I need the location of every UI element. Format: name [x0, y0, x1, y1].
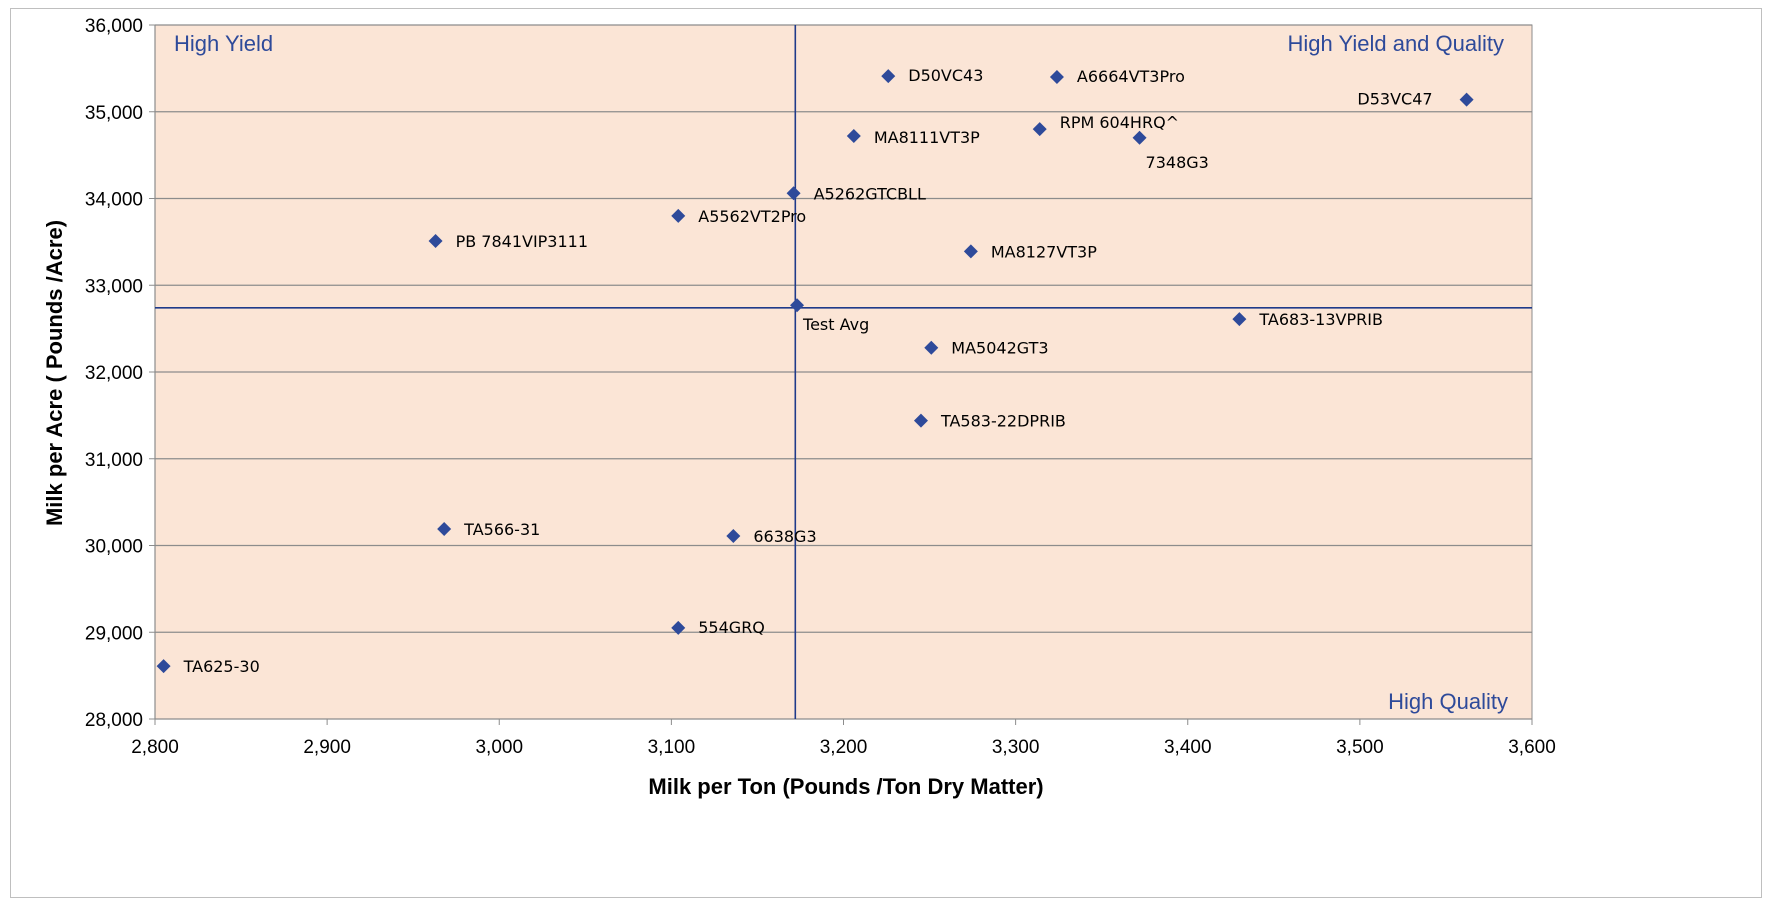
data-point-label: 7348G3: [1146, 153, 1209, 172]
data-point-label: D53VC47: [1357, 90, 1432, 109]
data-point-marker: [1049, 70, 1064, 85]
data-point-marker: [786, 186, 801, 201]
y-tick-label: 35,000: [85, 103, 143, 124]
data-point-label: TA683-13VPRIB: [1258, 310, 1383, 329]
data-point-label: 554GRQ: [698, 618, 765, 637]
data-point-label: RPM 604HRQ^: [1060, 113, 1179, 132]
data-point-label: PB 7841VIP3111: [456, 232, 588, 251]
data-point-marker: [1232, 312, 1247, 327]
data-point-marker: [1032, 122, 1047, 137]
quadrant-label-high-quality: High Quality: [1388, 689, 1508, 714]
data-point-label: Test Avg: [802, 315, 869, 334]
data-point-marker: [790, 298, 805, 313]
data-point-label: MA8127VT3P: [991, 242, 1097, 261]
data-point-marker: [437, 522, 452, 537]
data-point-marker: [1132, 130, 1147, 145]
y-tick-label: 30,000: [85, 537, 143, 558]
data-point-label: MA8111VT3P: [874, 128, 980, 147]
x-tick-label: 3,000: [475, 737, 523, 758]
data-point-label: TA625-30: [183, 657, 260, 676]
chart-frame: [10, 8, 1762, 898]
data-point-marker: [846, 129, 861, 144]
data-point-label: A5262GTCBLL: [814, 184, 926, 203]
data-point-label: MA5042GT3: [951, 339, 1048, 358]
data-point-marker: [913, 413, 928, 428]
y-tick-label: 34,000: [85, 190, 143, 211]
data-point-label: TA583-22DPRIB: [940, 412, 1066, 431]
x-tick-label: 3,400: [1164, 737, 1212, 758]
y-tick-label: 28,000: [85, 710, 143, 731]
data-point-marker: [726, 528, 741, 543]
data-point-marker: [963, 244, 978, 259]
data-point-label: A6664VT3Pro: [1077, 67, 1185, 86]
data-point-label: D50VC43: [908, 66, 983, 85]
x-tick-label: 2,900: [303, 737, 351, 758]
y-tick-label: 29,000: [85, 623, 143, 644]
x-tick-label: 3,300: [992, 737, 1040, 758]
data-point-marker: [881, 69, 896, 84]
data-point-marker: [428, 234, 443, 249]
y-tick-label: 33,000: [85, 276, 143, 297]
x-tick-label: 3,600: [1508, 737, 1556, 758]
quadrant-label-high-yield-and-quality: High Yield and Quality: [1288, 31, 1504, 56]
data-point-marker: [671, 620, 686, 635]
x-tick-label: 3,500: [1336, 737, 1384, 758]
data-point-label: TA566-31: [463, 520, 540, 539]
data-point-marker: [671, 208, 686, 223]
x-axis-title: Milk per Ton (Pounds /Ton Dry Matter): [648, 774, 1043, 799]
x-tick-label: 3,100: [648, 737, 696, 758]
x-tick-label: 3,200: [820, 737, 868, 758]
data-point-marker: [1459, 92, 1474, 107]
y-tick-label: 32,000: [85, 363, 143, 384]
data-point-label: A5562VT2Pro: [698, 207, 806, 226]
y-tick-label: 36,000: [85, 16, 143, 37]
data-point-label: 6638G3: [753, 527, 816, 546]
quadrant-label-high-yield: High Yield: [174, 31, 273, 56]
data-point-marker: [156, 659, 171, 674]
y-tick-label: 31,000: [85, 450, 143, 471]
data-point-marker: [924, 340, 939, 355]
x-tick-label: 2,800: [131, 737, 179, 758]
y-axis-title: Milk per Acre ( Pounds /Acre): [42, 220, 67, 526]
